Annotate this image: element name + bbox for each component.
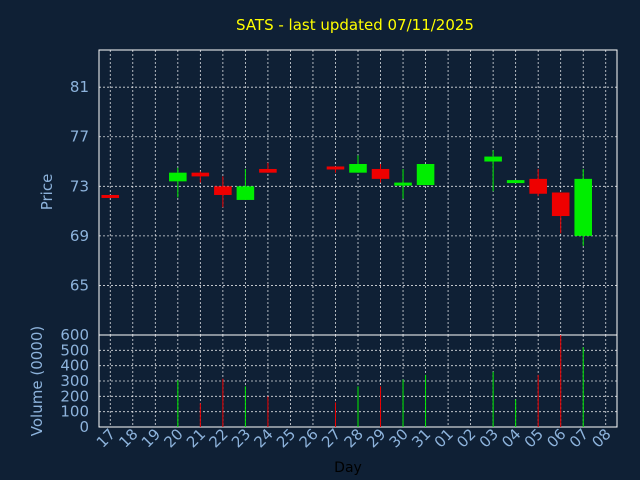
price-axis-label: Price [38,174,56,211]
volume-tick-label: 500 [60,341,89,359]
candle-body [191,172,210,177]
volume-axis-label: Volume (0000) [28,326,46,436]
volume-tick-label: 600 [60,326,89,344]
candle-body [551,192,570,217]
volume-tick-label: 200 [60,387,89,405]
candle-body [349,164,367,173]
candle-body [101,194,120,198]
price-tick-label: 81 [70,78,89,96]
price-tick-label: 69 [70,227,89,245]
candle-body [236,186,255,200]
volume-tick-label: 100 [60,403,89,421]
volume-tick-label: 400 [60,357,89,375]
price-panel: 65 69 73 77 81 [70,49,618,336]
candle-body [484,156,502,162]
candle-body [574,178,593,236]
x-tick-label: 08 [588,425,614,451]
candle-body [371,168,390,179]
price-tick-label: 77 [70,128,89,146]
volume-tick-label: 0 [79,418,89,436]
candle-body [416,164,435,186]
price-tick-label: 65 [70,276,89,294]
x-axis: 1718192021222324252627282930310102030405… [93,425,615,451]
candle-body [259,168,277,173]
price-tick-label: 73 [70,177,89,195]
candle-body [326,166,345,170]
candle-body [169,172,187,182]
x-axis-label: Day [334,460,362,476]
volume-tick-label: 300 [60,372,89,390]
candle-body [394,182,412,186]
candle-body [529,178,547,194]
candle-body [214,186,232,195]
chart-title: SATS - last updated 07/11/2025 [236,16,474,34]
candle-body [506,180,525,184]
